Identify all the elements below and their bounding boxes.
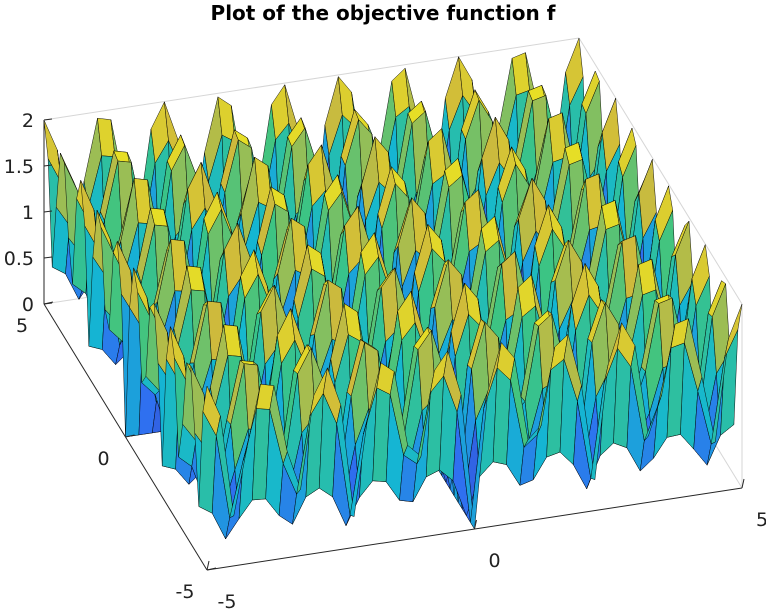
z-tick-label: 2: [22, 110, 34, 132]
surface-mesh: [43, 37, 743, 540]
chart-title: Plot of the objective function f: [210, 1, 556, 25]
y-tick: [206, 567, 217, 571]
surface-patch: [724, 303, 743, 359]
z-tick-label: 0.5: [4, 248, 34, 270]
x-tick: [474, 519, 477, 530]
z-tick-label: 1: [22, 202, 34, 224]
z-tick-label: 0: [22, 294, 34, 316]
x-tick-label: 0: [488, 550, 500, 572]
x-tick-label: -5: [218, 591, 237, 610]
y-tick-label: 5: [16, 315, 28, 337]
y-tick: [125, 434, 135, 438]
z-tick: [43, 256, 53, 259]
x-tick: [741, 478, 745, 489]
z-tick-label: 1.5: [4, 156, 34, 178]
y-tick-label: 0: [97, 448, 109, 470]
x-tick: [206, 560, 210, 571]
y-tick-label: -5: [176, 581, 195, 603]
z-tick: [43, 302, 53, 305]
z-tick: [43, 118, 53, 121]
z-tick: [43, 164, 53, 167]
x-tick-label: 5: [756, 509, 766, 531]
back-edge: [43, 37, 580, 121]
back-edge: [578, 37, 743, 305]
z-tick: [43, 210, 53, 213]
